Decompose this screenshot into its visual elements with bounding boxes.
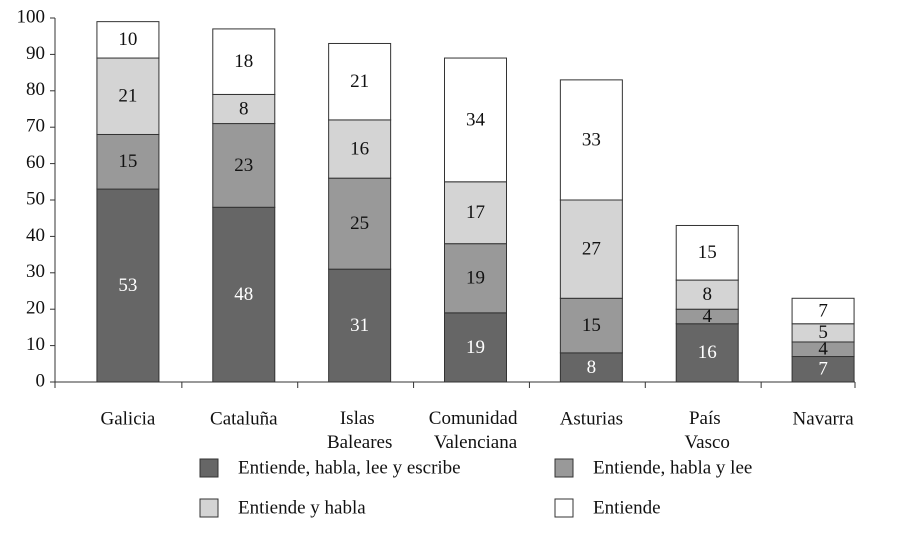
value-label: 16 bbox=[698, 342, 717, 363]
x-tick-label: Asturias bbox=[560, 408, 623, 429]
value-label: 4 bbox=[702, 306, 712, 327]
y-tick-label: 100 bbox=[17, 6, 46, 27]
y-tick-label: 80 bbox=[26, 79, 45, 100]
x-tick-label: Cataluña bbox=[210, 408, 278, 429]
bar-segment bbox=[559, 79, 623, 201]
bar-segment bbox=[444, 243, 507, 314]
legend-label: Entiende bbox=[593, 497, 661, 518]
x-tick-label: Galicia bbox=[100, 408, 155, 429]
legend-label: Entiende, habla, lee y escribe bbox=[238, 457, 461, 478]
bar-segment bbox=[212, 123, 276, 208]
legend-label: Entiende, habla y lee bbox=[593, 457, 752, 478]
value-label: 34 bbox=[466, 109, 486, 130]
value-label: 4 bbox=[818, 339, 828, 360]
value-label: 17 bbox=[466, 202, 485, 223]
y-tick-label: 10 bbox=[26, 334, 45, 355]
y-tick-label: 30 bbox=[26, 261, 45, 282]
y-tick-label: 40 bbox=[26, 225, 45, 246]
x-tick-label: Comunidad Valenciana bbox=[429, 408, 522, 453]
value-label: 33 bbox=[582, 129, 601, 150]
y-tick-label: 90 bbox=[26, 43, 45, 64]
value-label: 23 bbox=[234, 155, 253, 176]
bar-segment bbox=[328, 42, 392, 121]
value-label: 15 bbox=[582, 315, 601, 336]
bar-segment bbox=[328, 268, 392, 383]
value-label: 8 bbox=[587, 357, 597, 378]
x-tick-label: Navarra bbox=[792, 408, 854, 429]
value-label: 15 bbox=[118, 151, 137, 172]
value-label: 7 bbox=[818, 300, 828, 321]
bar-segment bbox=[559, 297, 623, 354]
legend-swatch bbox=[554, 458, 574, 478]
bar-segment bbox=[96, 133, 160, 190]
legend-swatch bbox=[199, 498, 219, 518]
y-tick-label: 70 bbox=[26, 116, 45, 137]
bar-segment bbox=[559, 199, 623, 299]
y-tick-label: 60 bbox=[26, 152, 45, 173]
bar-segment bbox=[675, 323, 739, 383]
y-tick-label: 0 bbox=[36, 370, 46, 391]
bar-segment bbox=[444, 57, 507, 183]
value-label: 8 bbox=[239, 98, 249, 119]
bar-segment bbox=[328, 177, 392, 270]
bar-segment bbox=[791, 297, 855, 325]
bar-segment bbox=[96, 21, 160, 59]
value-label: 10 bbox=[118, 29, 137, 50]
value-label: 5 bbox=[818, 322, 828, 343]
value-label: 19 bbox=[466, 268, 485, 289]
x-tick-label: País Vasco bbox=[685, 408, 730, 453]
value-label: 19 bbox=[466, 337, 485, 358]
bar-segment bbox=[791, 356, 855, 383]
bar-segment bbox=[96, 188, 160, 383]
value-label: 27 bbox=[582, 238, 601, 259]
value-label: 21 bbox=[118, 86, 137, 107]
bar-segment bbox=[444, 181, 507, 245]
value-label: 7 bbox=[818, 359, 828, 380]
value-label: 53 bbox=[118, 275, 137, 296]
legend-swatch bbox=[554, 498, 574, 518]
bar-segment bbox=[212, 28, 276, 95]
x-tick-label: Islas Baleares bbox=[327, 408, 392, 453]
bar-segment bbox=[212, 206, 276, 383]
value-label: 31 bbox=[350, 315, 369, 336]
value-label: 48 bbox=[234, 284, 253, 305]
y-tick-label: 20 bbox=[26, 298, 45, 319]
value-label: 8 bbox=[702, 284, 712, 305]
value-label: 21 bbox=[350, 71, 369, 92]
legend-swatch bbox=[199, 458, 219, 478]
bar-segment bbox=[212, 93, 276, 125]
value-label: 15 bbox=[698, 242, 717, 263]
y-tick-label: 50 bbox=[26, 188, 45, 209]
legend-label: Entiende y habla bbox=[238, 497, 366, 518]
bar-segment bbox=[675, 224, 739, 281]
value-label: 25 bbox=[350, 213, 369, 234]
value-label: 16 bbox=[350, 138, 369, 159]
bar-segment bbox=[559, 352, 623, 383]
value-label: 18 bbox=[234, 51, 253, 72]
